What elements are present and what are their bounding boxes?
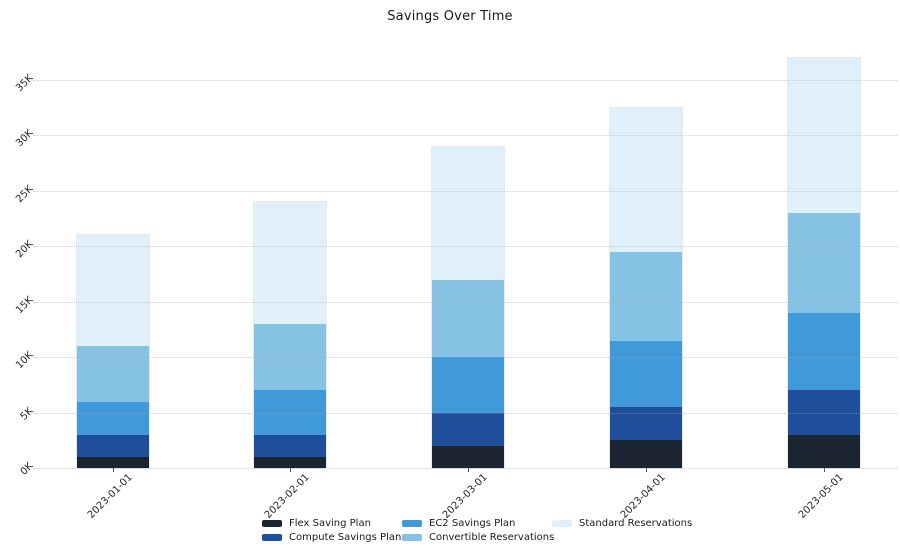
y-axis-tick-label: 30K bbox=[14, 128, 36, 150]
x-axis-tick bbox=[468, 468, 470, 472]
bar-segment bbox=[432, 445, 505, 468]
x-axis-tick bbox=[824, 468, 825, 472]
legend-label: Flex Saving Plan bbox=[289, 518, 371, 529]
x-axis-tick-label: 2023-01-01 bbox=[85, 472, 135, 521]
bar-segment bbox=[76, 434, 149, 457]
bar-segment bbox=[788, 57, 860, 214]
x-axis-tick bbox=[112, 468, 114, 472]
x-axis-tick-label: 2023-05-01 bbox=[796, 472, 846, 521]
legend-swatch bbox=[552, 520, 572, 527]
bar-segment bbox=[788, 213, 860, 313]
stacked-bar-2023-01-01 bbox=[75, 234, 150, 469]
bar-segment bbox=[788, 390, 860, 435]
legend-label: Standard Reservations bbox=[579, 518, 693, 529]
legend-swatch bbox=[402, 520, 422, 527]
bar-segment bbox=[610, 251, 683, 341]
bar-segment bbox=[432, 357, 505, 413]
x-axis-tick bbox=[646, 468, 648, 472]
stacked-bar-2023-04-01 bbox=[609, 106, 684, 470]
bar-segment bbox=[432, 146, 505, 280]
bar-segment bbox=[254, 434, 327, 457]
bar-segment bbox=[254, 323, 327, 391]
bar-segment bbox=[432, 412, 505, 446]
gridline-30K bbox=[33, 135, 897, 137]
legend-entry: EC2 Savings Plan bbox=[402, 517, 515, 530]
bar-segment bbox=[254, 390, 327, 435]
legend-entry: Flex Saving Plan bbox=[262, 517, 371, 530]
y-axis-tick-label: 25K bbox=[14, 183, 36, 206]
bar-segment bbox=[76, 235, 149, 347]
legend-label: Convertible Reservations bbox=[429, 531, 555, 543]
legend-entry: Convertible Reservations bbox=[402, 531, 554, 544]
bar-segment bbox=[610, 107, 683, 252]
gridline-0K bbox=[33, 468, 897, 469]
x-axis-tick bbox=[290, 468, 292, 472]
bar-segment bbox=[76, 456, 149, 468]
bar-segment bbox=[254, 202, 327, 324]
bar-segment bbox=[788, 434, 860, 468]
y-axis-tick-label: 0K bbox=[18, 460, 36, 478]
stacked-bar-2023-02-01 bbox=[253, 201, 328, 469]
bar-segment bbox=[76, 401, 149, 435]
stacked-bar-2023-03-01 bbox=[431, 145, 506, 470]
legend-swatch bbox=[262, 520, 282, 527]
bar-segment bbox=[610, 440, 683, 468]
y-axis-tick-label: 20K bbox=[14, 239, 36, 261]
bar-segment bbox=[610, 407, 683, 441]
chart-title: Savings Over Time bbox=[387, 9, 513, 24]
legend-swatch bbox=[402, 533, 422, 541]
y-axis-tick-label: 15K bbox=[14, 294, 36, 316]
bar-segment bbox=[610, 340, 683, 408]
y-axis-tick-label: 10K bbox=[14, 349, 36, 372]
stacked-bar-2023-05-01 bbox=[787, 56, 861, 470]
legend-label: EC2 Savings Plan bbox=[429, 518, 516, 529]
legend-entry: Compute Savings Plan bbox=[262, 531, 401, 544]
legend-swatch bbox=[262, 533, 282, 541]
bar-segment bbox=[76, 346, 149, 402]
legend-label: Compute Savings Plan bbox=[289, 531, 402, 543]
y-axis-tick-label: 35K bbox=[14, 72, 36, 95]
legend-entry: Standard Reservations bbox=[552, 517, 692, 530]
bar-segment bbox=[432, 279, 505, 358]
x-axis-tick-label: 2023-04-01 bbox=[619, 472, 668, 521]
bar-segment bbox=[788, 312, 860, 391]
y-axis-tick-label: 5K bbox=[18, 405, 36, 423]
bar-segment bbox=[254, 456, 327, 468]
gridline-35K bbox=[33, 80, 897, 81]
